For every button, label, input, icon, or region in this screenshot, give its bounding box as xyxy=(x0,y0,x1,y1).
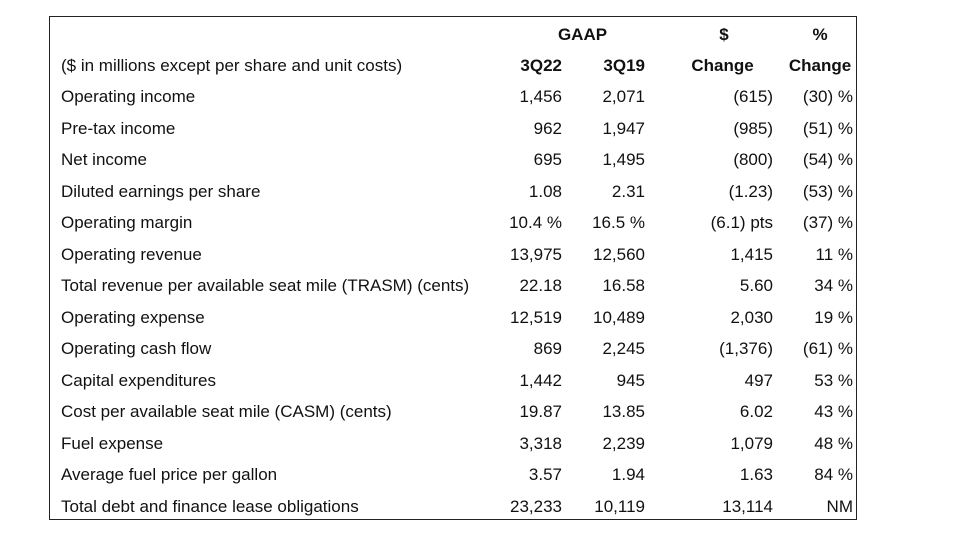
cell-3q19: 13.85 xyxy=(602,402,645,421)
col-dollar-change-header: Change xyxy=(691,56,754,75)
cell-dollar-change: 497 xyxy=(744,371,773,390)
row-label: Operating margin xyxy=(61,213,193,232)
row-label: Pre-tax income xyxy=(61,119,176,138)
col-3q19-header: 3Q19 xyxy=(603,56,645,75)
cell-dollar-change: (800) xyxy=(733,150,773,169)
cell-3q19: 1,495 xyxy=(602,150,645,169)
cell-dollar-change: (985) xyxy=(733,119,773,138)
cell-3q22: 13,975 xyxy=(510,245,562,264)
cell-3q19: 2,071 xyxy=(602,87,645,106)
cell-3q22: 695 xyxy=(533,150,562,169)
row-label: Total debt and finance lease obligations xyxy=(61,497,359,516)
cell-3q22: 962 xyxy=(533,119,562,138)
cell-3q22: 3,318 xyxy=(519,434,562,453)
cell-pct-change: 43 % xyxy=(814,402,853,421)
dollar-header: $ xyxy=(719,25,729,44)
cell-3q22: 1,442 xyxy=(519,371,562,390)
cell-dollar-change: 1,415 xyxy=(730,245,773,264)
cell-pct-change: (54) % xyxy=(802,150,853,169)
cell-3q22: 22.18 xyxy=(519,276,562,295)
cell-3q22: 10.4 % xyxy=(509,213,562,232)
cell-pct-change: 19 % xyxy=(814,308,853,327)
cell-pct-change: (30) % xyxy=(802,87,853,106)
row-label: Operating cash flow xyxy=(61,339,212,358)
cell-3q19: 12,560 xyxy=(593,245,645,264)
cell-pct-change: (37) % xyxy=(802,213,853,232)
col-3q22-header: 3Q22 xyxy=(520,56,562,75)
gaap-header: GAAP xyxy=(557,25,608,44)
cell-3q19: 945 xyxy=(616,371,645,390)
cell-pct-change: 53 % xyxy=(814,371,853,390)
cell-3q19: 10,489 xyxy=(593,308,645,327)
cell-3q19: 2,239 xyxy=(602,434,645,453)
cell-3q19: 16.58 xyxy=(602,276,645,295)
units-note: ($ in millions except per share and unit… xyxy=(61,56,403,75)
cell-dollar-change: (615) xyxy=(733,87,773,106)
cell-3q22: 3.57 xyxy=(528,465,562,484)
percent-header: % xyxy=(812,25,828,44)
cell-pct-change: 34 % xyxy=(814,276,853,295)
row-label: Fuel expense xyxy=(61,434,164,453)
row-label: Diluted earnings per share xyxy=(61,182,261,201)
row-label: Operating revenue xyxy=(61,245,202,264)
cell-pct-change: (53) % xyxy=(802,182,853,201)
cell-3q19: 1.94 xyxy=(611,465,645,484)
financial-table xyxy=(49,16,857,520)
cell-3q19: 2.31 xyxy=(611,182,645,201)
row-label: Net income xyxy=(61,150,147,169)
cell-pct-change: (61) % xyxy=(802,339,853,358)
cell-dollar-change: 5.60 xyxy=(739,276,773,295)
row-label: Capital expenditures xyxy=(61,371,216,390)
cell-dollar-change: 1.63 xyxy=(739,465,773,484)
cell-dollar-change: 6.02 xyxy=(739,402,773,421)
row-label: Average fuel price per gallon xyxy=(61,465,278,484)
cell-dollar-change: 2,030 xyxy=(730,308,773,327)
cell-dollar-change: 1,079 xyxy=(730,434,773,453)
cell-dollar-change: 13,114 xyxy=(722,497,773,516)
col-pct-change-header: Change xyxy=(788,56,852,75)
cell-dollar-change: (6.1) pts xyxy=(710,213,773,232)
cell-3q22: 19.87 xyxy=(519,402,562,421)
cell-3q19: 16.5 % xyxy=(592,213,645,232)
cell-3q22: 1,456 xyxy=(519,87,562,106)
cell-3q19: 1,947 xyxy=(602,119,645,138)
cell-pct-change: 11 % xyxy=(815,245,854,264)
row-label: Operating income xyxy=(61,87,196,106)
cell-3q22: 12,519 xyxy=(510,308,562,327)
cell-pct-change: 48 % xyxy=(814,434,853,453)
cell-dollar-change: (1,376) xyxy=(719,339,773,358)
cell-dollar-change: (1.23) xyxy=(728,182,773,201)
cell-3q19: 10,119 xyxy=(594,497,645,516)
row-label: Cost per available seat mile (CASM) (cen… xyxy=(61,402,392,421)
cell-pct-change: NM xyxy=(826,497,853,516)
cell-3q19: 2,245 xyxy=(602,339,645,358)
row-label: Operating expense xyxy=(61,308,205,327)
cell-3q22: 869 xyxy=(533,339,562,358)
cell-3q22: 1.08 xyxy=(528,182,562,201)
cell-3q22: 23,233 xyxy=(510,497,562,516)
cell-pct-change: 84 % xyxy=(814,465,853,484)
cell-pct-change: (51) % xyxy=(802,119,853,138)
row-label: Total revenue per available seat mile (T… xyxy=(61,276,470,295)
